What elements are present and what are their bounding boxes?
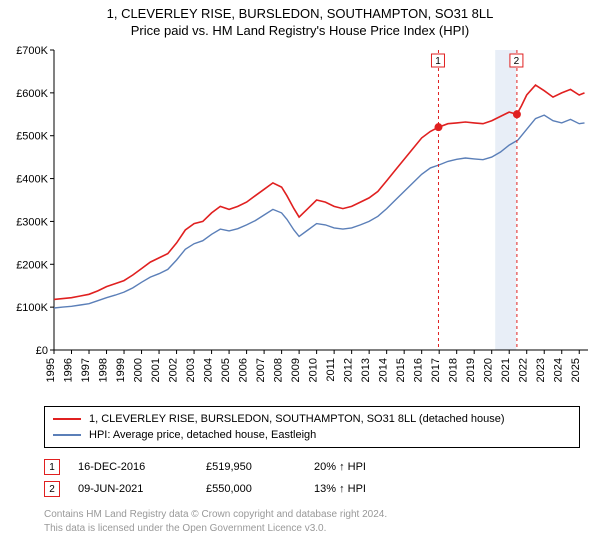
legend-label: HPI: Average price, detached house, East…	[89, 429, 316, 441]
footer-attribution: Contains HM Land Registry data © Crown c…	[44, 508, 580, 535]
y-tick-label: £400K	[16, 174, 48, 186]
legend-swatch	[53, 434, 81, 436]
line-chart-svg: £0 £100K £200K £300K £400K £500K £600K £700K 199…	[0, 40, 600, 400]
footer-line-2: This data is licensed under the Open Gov…	[44, 522, 580, 536]
x-tick-label: 2009	[290, 358, 302, 382]
chart-area: £0 £100K £200K £300K £400K £500K £600K £700K 199…	[0, 40, 600, 400]
x-tick-label: 2018	[448, 358, 460, 382]
sale-delta: 13% ↑ HPI	[314, 483, 424, 495]
sale-row: 1 16-DEC-2016 £519,950 20% ↑ HPI	[44, 456, 580, 478]
sale-price: £519,950	[206, 461, 296, 473]
sale-marker-badge: 2	[44, 481, 60, 497]
sale-marker-badge: 1	[44, 459, 60, 475]
x-tick-label: 2002	[168, 358, 180, 382]
x-tick-label: 2019	[465, 358, 477, 382]
sale-delta: 20% ↑ HPI	[314, 461, 424, 473]
legend-swatch	[53, 418, 81, 420]
highlight-band	[495, 50, 516, 350]
x-tick-label: 2006	[238, 358, 250, 382]
chart-subtitle: Price paid vs. HM Land Registry's House …	[0, 23, 600, 38]
sale-marker-label: 1	[435, 56, 441, 67]
y-tick-label: £0	[36, 345, 48, 357]
y-tick-label: £300K	[16, 216, 48, 228]
x-tick-label: 2017	[430, 358, 442, 382]
x-tick-label: 2010	[308, 358, 320, 382]
sale-row: 2 09-JUN-2021 £550,000 13% ↑ HPI	[44, 478, 580, 500]
x-tick-label: 2005	[220, 358, 232, 382]
sale-marker-dot	[513, 110, 521, 118]
x-tick-label: 2011	[325, 358, 337, 382]
x-tick-label: 2016	[413, 358, 425, 382]
x-tick-label: 2025	[570, 358, 582, 382]
x-tick-label: 2020	[483, 358, 495, 382]
x-tick-label: 2015	[395, 358, 407, 382]
x-tick-label: 2012	[343, 358, 355, 382]
x-tick-label: 2013	[360, 358, 372, 382]
x-tick-label: 2001	[150, 358, 162, 382]
x-tick-label: 1999	[115, 358, 127, 382]
footer-line-1: Contains HM Land Registry data © Crown c…	[44, 508, 580, 522]
chart-title: 1, CLEVERLEY RISE, BURSLEDON, SOUTHAMPTO…	[0, 6, 600, 21]
x-tick-label: 1998	[98, 358, 110, 382]
y-tick-label: £100K	[16, 302, 48, 314]
sale-marker-label: 2	[514, 56, 520, 67]
x-tick-label: 2004	[203, 358, 215, 382]
legend: 1, CLEVERLEY RISE, BURSLEDON, SOUTHAMPTO…	[44, 406, 580, 448]
legend-row: HPI: Average price, detached house, East…	[53, 427, 571, 443]
x-tick-label: 1996	[63, 358, 75, 382]
chart-container: 1, CLEVERLEY RISE, BURSLEDON, SOUTHAMPTO…	[0, 0, 600, 535]
sales-table: 1 16-DEC-2016 £519,950 20% ↑ HPI 2 09-JUN-202…	[44, 456, 580, 500]
x-tick-label: 2022	[518, 358, 530, 382]
x-tick-label: 1997	[80, 358, 92, 382]
x-tick-label: 2003	[185, 358, 197, 382]
titles: 1, CLEVERLEY RISE, BURSLEDON, SOUTHAMPTO…	[0, 0, 600, 40]
y-tick-label: £600K	[16, 88, 48, 100]
x-tick-label: 2014	[378, 358, 390, 382]
sale-date: 16-DEC-2016	[78, 461, 188, 473]
legend-label: 1, CLEVERLEY RISE, BURSLEDON, SOUTHAMPTO…	[89, 413, 505, 425]
legend-row: 1, CLEVERLEY RISE, BURSLEDON, SOUTHAMPTO…	[53, 411, 571, 427]
y-tick-label: £500K	[16, 131, 48, 143]
x-tick-label: 2000	[133, 358, 145, 382]
sale-date: 09-JUN-2021	[78, 483, 188, 495]
y-tick-label: £200K	[16, 259, 48, 271]
x-tick-label: 2021	[500, 358, 512, 382]
x-tick-label: 1995	[45, 358, 57, 382]
y-tick-label: £700K	[16, 45, 48, 57]
x-tick-label: 2023	[535, 358, 547, 382]
sale-price: £550,000	[206, 483, 296, 495]
x-tick-label: 2024	[553, 358, 565, 382]
x-tick-label: 2007	[255, 358, 267, 382]
sale-marker-dot	[434, 123, 442, 131]
x-tick-label: 2008	[273, 358, 285, 382]
